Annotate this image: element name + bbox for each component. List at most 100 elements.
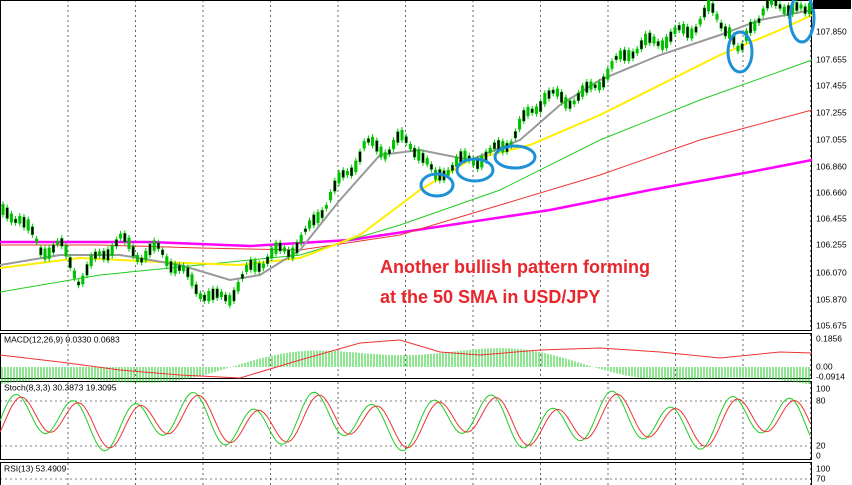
candle-body <box>303 228 307 233</box>
price-label: 107.455 <box>816 80 847 90</box>
candle-body <box>446 169 450 176</box>
candle-body <box>413 147 417 158</box>
candle-body <box>539 101 543 112</box>
price-label: 105.675 <box>816 320 847 330</box>
candle-body <box>5 207 9 219</box>
candle-body <box>572 100 576 105</box>
rsi-panel <box>0 462 812 485</box>
axis-label: 100 <box>816 383 830 393</box>
candle-body <box>606 68 610 80</box>
candle-body <box>425 158 429 165</box>
macd-panel <box>0 333 812 379</box>
candle-body <box>770 0 774 5</box>
candle-body <box>93 251 97 259</box>
candle-body <box>350 167 354 177</box>
candle-body <box>219 291 223 298</box>
axis-label: 0.00 <box>816 361 833 371</box>
candles <box>1 0 811 309</box>
candle-body <box>723 26 727 37</box>
candle-body <box>656 41 660 47</box>
candle-body <box>488 147 492 154</box>
candle-body <box>610 61 614 69</box>
macd-label: MACD(12,26,9) 0.0330 0.0683 <box>4 334 120 344</box>
candle-body <box>694 26 698 33</box>
candle-body <box>278 242 282 252</box>
candle-body <box>253 260 257 272</box>
candle-body <box>131 246 135 257</box>
candle-body <box>324 205 328 209</box>
candle-body <box>274 242 278 254</box>
price-label: 107.655 <box>816 54 847 64</box>
candle-body <box>215 288 219 299</box>
candle-body <box>329 191 333 201</box>
candle-body <box>316 211 320 224</box>
candle-body <box>581 85 585 97</box>
price-axis: 108.071 107.850 107.655 107.455 107.255 107.0… <box>816 0 847 330</box>
candle-body <box>39 247 43 256</box>
candle-body <box>652 36 656 44</box>
candle-body <box>173 263 177 274</box>
candle-body <box>698 18 702 25</box>
candle-body <box>492 142 496 150</box>
candle-body <box>614 55 618 61</box>
candle-body <box>799 4 803 9</box>
candle-body <box>85 264 89 276</box>
candle-body <box>22 216 26 228</box>
highlight <box>493 144 537 170</box>
candle-body <box>740 43 744 51</box>
sma-magenta <box>0 158 813 248</box>
candle-body <box>358 151 362 163</box>
candle-body <box>152 240 156 251</box>
candle-body <box>560 91 564 103</box>
price-label: 107.255 <box>816 107 847 117</box>
candle-body <box>240 273 244 279</box>
candle-body <box>669 31 673 42</box>
candle-body <box>618 50 622 60</box>
candle-body <box>308 220 312 229</box>
candle-body <box>198 293 202 300</box>
price-label: 105.870 <box>816 294 847 304</box>
candle-body <box>249 259 253 271</box>
candle-body <box>518 118 522 130</box>
candle-body <box>379 146 383 158</box>
candle-body <box>803 6 807 14</box>
candle-body <box>77 281 81 286</box>
candle-body <box>110 245 114 256</box>
candle-body <box>228 295 232 306</box>
stoch-signal <box>0 393 811 449</box>
candle-body <box>51 244 55 253</box>
candle-body <box>190 274 194 286</box>
candle-body <box>60 238 64 247</box>
candle-body <box>207 291 211 302</box>
candle-body <box>123 233 127 243</box>
candle-body <box>232 289 236 302</box>
axis-label: 70 <box>816 473 826 483</box>
axis-label: 0.1856 <box>816 333 842 343</box>
candle-body <box>245 264 249 272</box>
candle-body <box>576 92 580 101</box>
candle-body <box>140 257 144 263</box>
candle-body <box>26 219 30 231</box>
candle-body <box>341 169 345 178</box>
price-label: 107.055 <box>816 134 847 144</box>
candle-body <box>106 249 110 261</box>
candle-body <box>182 265 186 272</box>
candle-body <box>287 249 291 258</box>
candle-body <box>644 33 648 46</box>
price-label: 106.070 <box>816 267 847 277</box>
candle-body <box>203 294 207 301</box>
candle-body <box>690 28 694 39</box>
vertical-grid <box>67 0 811 485</box>
candle-body <box>236 281 240 292</box>
candle-body <box>623 49 627 61</box>
candle-body <box>35 238 39 243</box>
candle-body <box>702 7 706 18</box>
rsi-label: RSI(13) 53.4909 <box>4 463 67 473</box>
candle-body <box>597 81 601 91</box>
candle-body <box>270 247 274 259</box>
highlight <box>726 30 754 74</box>
price-label: 108.071 <box>816 0 847 7</box>
price-label: 106.255 <box>816 239 847 249</box>
candle-body <box>165 256 169 267</box>
candle-body <box>102 250 106 260</box>
